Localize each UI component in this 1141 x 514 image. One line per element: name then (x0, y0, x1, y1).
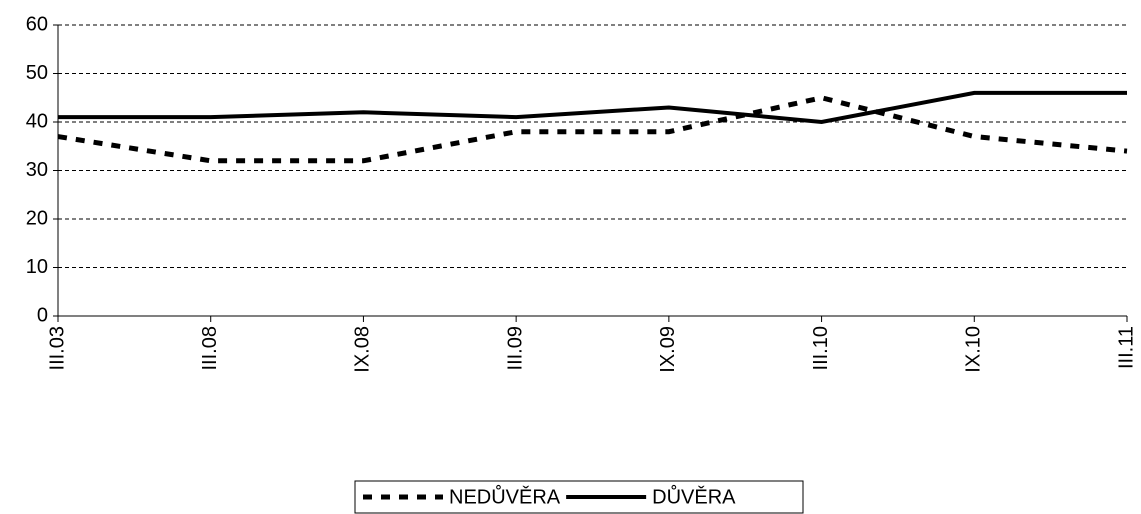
x-tick-label: III.08 (199, 326, 221, 370)
y-tick-label: 30 (26, 159, 48, 181)
y-tick-label: 40 (26, 110, 48, 132)
x-tick-label: IX.08 (352, 326, 374, 373)
y-tick-label: 20 (26, 207, 48, 229)
y-tick-label: 60 (26, 13, 48, 35)
series-line (58, 90, 1127, 125)
y-tick-label: 10 (26, 256, 48, 278)
y-tick-label: 50 (26, 62, 48, 84)
x-tick-label: III.09 (504, 326, 526, 370)
x-tick-label: III.11 (1115, 326, 1137, 369)
x-tick-label: IX.10 (963, 326, 985, 373)
series-line (57, 95, 1128, 164)
y-tick-label: 0 (37, 304, 48, 326)
legend-label: DŮVĚRA (652, 484, 736, 508)
x-tick-label: III.03 (46, 326, 68, 370)
legend-label: NEDŮVĚRA (449, 484, 561, 508)
x-tick-label: IX.09 (657, 326, 679, 373)
x-tick-label: III.10 (810, 326, 832, 370)
